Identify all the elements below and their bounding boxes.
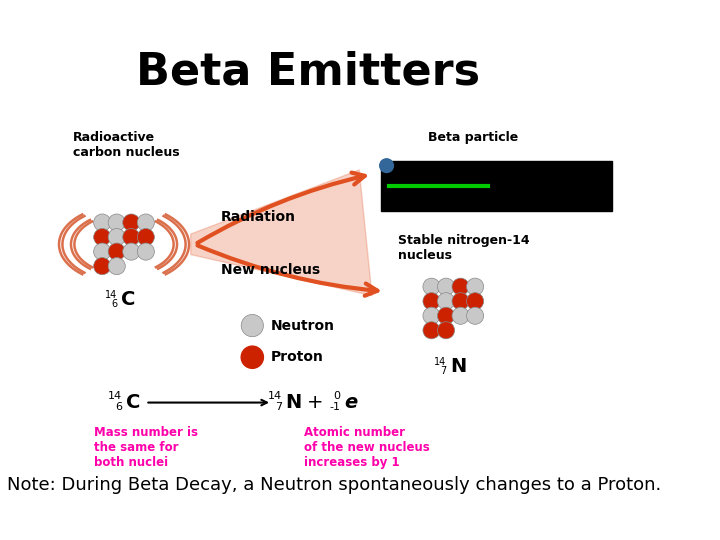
Circle shape xyxy=(122,243,140,260)
Circle shape xyxy=(108,214,125,231)
Text: 7: 7 xyxy=(440,366,446,376)
Text: Beta particle: Beta particle xyxy=(428,131,518,144)
Circle shape xyxy=(241,314,264,337)
Text: Beta Emitters: Beta Emitters xyxy=(136,50,480,93)
Circle shape xyxy=(122,228,140,246)
Circle shape xyxy=(94,258,111,275)
Text: Mass number is
the same for
both nuclei: Mass number is the same for both nuclei xyxy=(94,426,198,469)
Text: Atomic number
of the new nucleus
increases by 1: Atomic number of the new nucleus increas… xyxy=(304,426,429,469)
Text: 14: 14 xyxy=(268,391,282,401)
Circle shape xyxy=(94,214,111,231)
Circle shape xyxy=(452,278,469,295)
Text: $e$: $e$ xyxy=(416,157,428,174)
Text: C: C xyxy=(120,291,135,309)
Text: +: + xyxy=(307,393,323,412)
Text: 14: 14 xyxy=(434,356,446,367)
Text: C: C xyxy=(126,393,140,412)
Text: 14: 14 xyxy=(105,290,117,300)
Circle shape xyxy=(438,307,454,325)
Circle shape xyxy=(138,228,154,246)
Text: 0: 0 xyxy=(333,391,341,401)
Circle shape xyxy=(438,278,454,295)
Text: Stable nitrogen-14
nucleus: Stable nitrogen-14 nucleus xyxy=(397,234,529,262)
Circle shape xyxy=(94,243,111,260)
Circle shape xyxy=(452,293,469,310)
Circle shape xyxy=(423,322,440,339)
Circle shape xyxy=(241,346,264,368)
Text: e: e xyxy=(344,393,357,412)
Circle shape xyxy=(438,322,454,339)
Text: Proton: Proton xyxy=(270,350,323,365)
Circle shape xyxy=(94,228,111,246)
Circle shape xyxy=(467,307,484,325)
Circle shape xyxy=(138,214,154,231)
Circle shape xyxy=(108,243,125,260)
Text: N: N xyxy=(450,357,466,376)
Circle shape xyxy=(379,159,393,172)
FancyBboxPatch shape xyxy=(381,161,611,211)
Polygon shape xyxy=(191,170,372,296)
Circle shape xyxy=(122,214,140,231)
Text: Radiation: Radiation xyxy=(220,210,296,224)
Text: 7: 7 xyxy=(275,402,282,412)
Text: N: N xyxy=(286,393,302,412)
Circle shape xyxy=(467,293,484,310)
Text: -1: -1 xyxy=(329,402,341,412)
Circle shape xyxy=(423,278,440,295)
Text: $^{\ 0}_{-1}$: $^{\ 0}_{-1}$ xyxy=(397,161,411,181)
Text: Neutron: Neutron xyxy=(270,319,334,333)
Text: 6: 6 xyxy=(111,299,117,309)
Circle shape xyxy=(467,278,484,295)
Text: 14: 14 xyxy=(108,391,122,401)
Text: Radioactive
carbon nucleus: Radioactive carbon nucleus xyxy=(73,131,179,159)
Circle shape xyxy=(452,307,469,325)
Circle shape xyxy=(108,258,125,275)
Text: 6: 6 xyxy=(115,402,122,412)
Text: Note: During Beta Decay, a Neutron spontaneously changes to a Proton.: Note: During Beta Decay, a Neutron spont… xyxy=(7,476,661,494)
Circle shape xyxy=(438,293,454,310)
Circle shape xyxy=(423,307,440,325)
Circle shape xyxy=(138,243,154,260)
Circle shape xyxy=(423,293,440,310)
Circle shape xyxy=(108,228,125,246)
Text: New nucleus: New nucleus xyxy=(220,263,320,277)
